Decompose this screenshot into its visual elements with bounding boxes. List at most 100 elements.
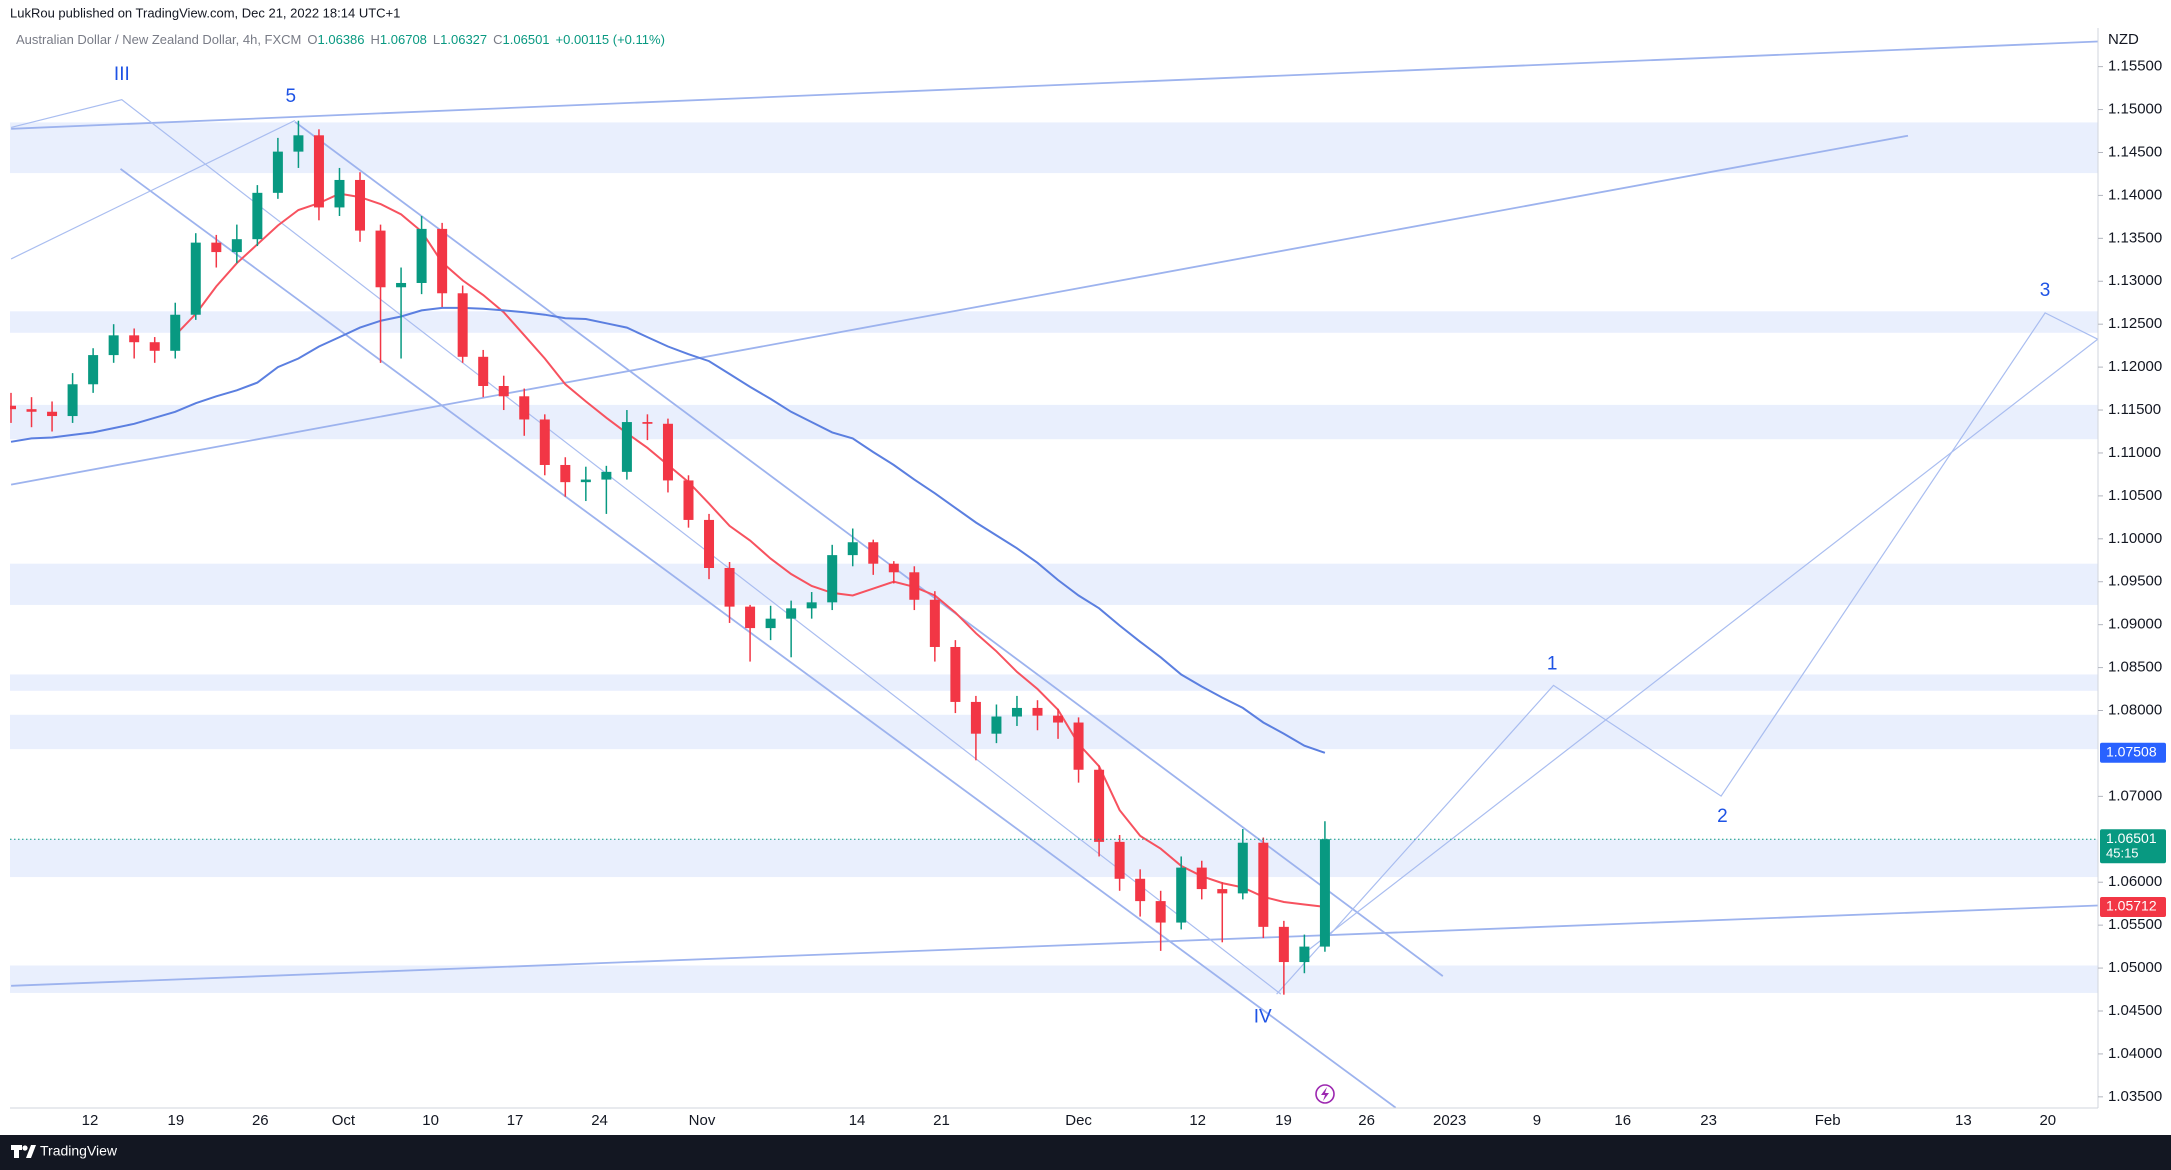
candle-body [437, 228, 448, 294]
candle-body [67, 384, 78, 417]
candle-body [1114, 841, 1125, 879]
x-tick-label: 19 [1275, 1112, 1292, 1129]
candle-body [621, 422, 632, 472]
price-tag [2100, 829, 2166, 864]
y-tick-label: 1.12000 [2108, 358, 2162, 375]
y-tick-label: 1.10000 [2108, 530, 2162, 547]
y-tick-label: 1.04500 [2108, 1002, 2162, 1019]
candle-body [662, 423, 673, 481]
zone [10, 563, 2098, 605]
y-tick-label: 1.10500 [2108, 487, 2162, 504]
x-tick-label: Nov [689, 1112, 716, 1129]
x-tick-label: Oct [332, 1112, 356, 1129]
candle-body [1073, 722, 1084, 770]
x-tick-label: 12 [82, 1112, 99, 1129]
candle-body [765, 618, 776, 629]
y-tick-label: 1.05500 [2108, 916, 2162, 933]
x-tick-label: 16 [1614, 1112, 1631, 1129]
y-tick-label: 1.13000 [2108, 272, 2162, 289]
candle-body [580, 479, 591, 483]
x-tick-label: Feb [1815, 1112, 1841, 1129]
y-tick-label: 1.09000 [2108, 616, 2162, 633]
trend-line [1301, 338, 2098, 956]
zone [10, 965, 2098, 993]
candle-body [1319, 839, 1330, 947]
x-tick-label: 2023 [1433, 1112, 1466, 1129]
candle-body [88, 355, 99, 385]
candle-body [231, 239, 242, 253]
x-tick-label: 12 [1189, 1112, 1206, 1129]
price-tag-label: 1.06501 [2106, 830, 2157, 846]
price-tag [2100, 896, 2166, 917]
candle-body [970, 701, 981, 734]
candle-body [26, 409, 37, 412]
candle-body [642, 422, 653, 424]
candle-body [334, 179, 345, 208]
countdown: 45:15 [2106, 846, 2139, 861]
candle-body [950, 646, 961, 702]
x-tick-label: 26 [1358, 1112, 1375, 1129]
y-tick-label: 1.11500 [2108, 401, 2161, 418]
candle-body [170, 314, 181, 351]
candle-body [498, 385, 509, 397]
candle-body [827, 555, 838, 603]
ohlc-label: H [371, 32, 380, 47]
x-tick-label: 19 [168, 1112, 185, 1129]
ohlc-value: 1.06327 [440, 32, 487, 47]
candle-body [355, 179, 366, 231]
wave-label: IV [1254, 1007, 1272, 1028]
ohlc-value: 1.06386 [318, 32, 365, 47]
candle-body [1217, 889, 1228, 894]
brand: TradingView [40, 1143, 118, 1159]
candle-body [375, 230, 386, 288]
price-tag [2100, 742, 2166, 763]
symbol-legend: Australian Dollar / New Zealand Dollar, … [16, 32, 665, 47]
wave-label: 5 [285, 86, 296, 107]
wave-label: 3 [2040, 280, 2051, 301]
y-tick-label: 1.06000 [2108, 873, 2162, 890]
y-tick-label: 1.11000 [2108, 444, 2161, 461]
zone [10, 311, 2098, 333]
candle-body [929, 599, 940, 647]
x-tick-label: 13 [1955, 1112, 1972, 1129]
x-tick-label: Dec [1065, 1112, 1092, 1129]
trend-line [1276, 312, 2098, 995]
candle-body [1278, 926, 1289, 963]
x-tick-label: 9 [1533, 1112, 1541, 1129]
moving-average [10, 306, 1326, 754]
price-tag-label: 1.05712 [2106, 898, 2157, 914]
publisher: LukRou published on TradingView.com, Dec… [10, 5, 400, 20]
candle-body [909, 572, 920, 600]
change-value: +0.00115 (+0.11%) [556, 32, 665, 47]
candle-body [1094, 769, 1105, 842]
candle-body [272, 151, 283, 193]
candle-body [1011, 707, 1022, 717]
candle-body [478, 356, 489, 386]
candle-body [1237, 842, 1248, 894]
candle-body [745, 606, 756, 629]
candle-body [149, 342, 160, 351]
candle-body [108, 335, 119, 356]
trend-line [10, 134, 1909, 486]
ohlc-label: L [433, 32, 440, 47]
x-tick-label: 23 [1700, 1112, 1717, 1129]
y-tick-label: 1.15000 [2108, 101, 2162, 118]
candle-body [601, 471, 612, 480]
candle-body [293, 135, 304, 152]
candle-body [190, 242, 201, 315]
footer-bar [0, 1135, 2171, 1170]
candle-body [704, 519, 715, 568]
candle-body [1053, 715, 1064, 723]
alert-icon [1315, 1084, 1335, 1104]
zone [10, 839, 2098, 878]
x-tick-label: 26 [252, 1112, 269, 1129]
y-tick-label: 1.08500 [2108, 659, 2162, 676]
ohlc-value: 1.06501 [503, 32, 550, 47]
y-tick-label: 1.07000 [2108, 787, 2162, 804]
candle-body [888, 563, 899, 573]
wave-label: 1 [1547, 654, 1558, 675]
candle-body [129, 335, 140, 343]
y-tick-label: 1.04000 [2108, 1045, 2162, 1062]
